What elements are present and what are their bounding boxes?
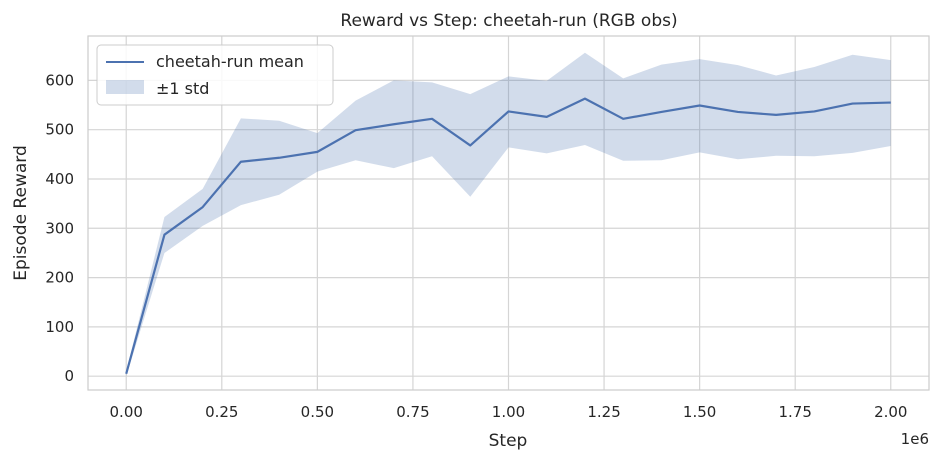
y-tick-label: 0 — [64, 367, 74, 385]
x-tick-label: 1.25 — [587, 403, 620, 421]
legend-box — [96, 44, 334, 106]
y-tick-labels: 0 100 200 300 400 500 600 — [45, 71, 74, 385]
y-axis-label: Episode Reward — [11, 145, 31, 280]
y-tick-label: 100 — [45, 318, 74, 336]
x-tick-label: 0.50 — [301, 403, 334, 421]
legend: cheetah-run mean ±1 std — [96, 44, 334, 106]
legend-std-band-swatch — [106, 80, 144, 94]
chart-title: Reward vs Step: cheetah-run (RGB obs) — [340, 11, 677, 31]
x-tick-label: 0.00 — [110, 403, 143, 421]
x-tick-label: 0.75 — [396, 403, 429, 421]
x-axis-label: Step — [489, 431, 528, 451]
x-offset-label: 1e6 — [901, 430, 929, 448]
legend-mean-label: cheetah-run mean — [156, 52, 304, 71]
y-tick-label: 300 — [45, 219, 74, 237]
x-tick-label: 1.50 — [683, 403, 716, 421]
y-tick-label: 600 — [45, 71, 74, 89]
std-band-area — [126, 52, 891, 377]
x-tick-label: 0.25 — [205, 403, 238, 421]
x-tick-label: 1.75 — [779, 403, 812, 421]
y-tick-label: 400 — [45, 170, 74, 188]
x-tick-labels: 0.00 0.25 0.50 0.75 1.00 1.25 1.50 1.75 2.00 — [110, 403, 908, 421]
legend-std-label: ±1 std — [156, 79, 209, 98]
plot-frame — [87, 35, 930, 391]
mean-line-series — [125, 97, 891, 375]
y-tick-label: 500 — [45, 121, 74, 139]
x-tick-label: 1.00 — [492, 403, 525, 421]
x-tick-label: 2.00 — [874, 403, 907, 421]
y-tick-label: 200 — [45, 269, 74, 287]
